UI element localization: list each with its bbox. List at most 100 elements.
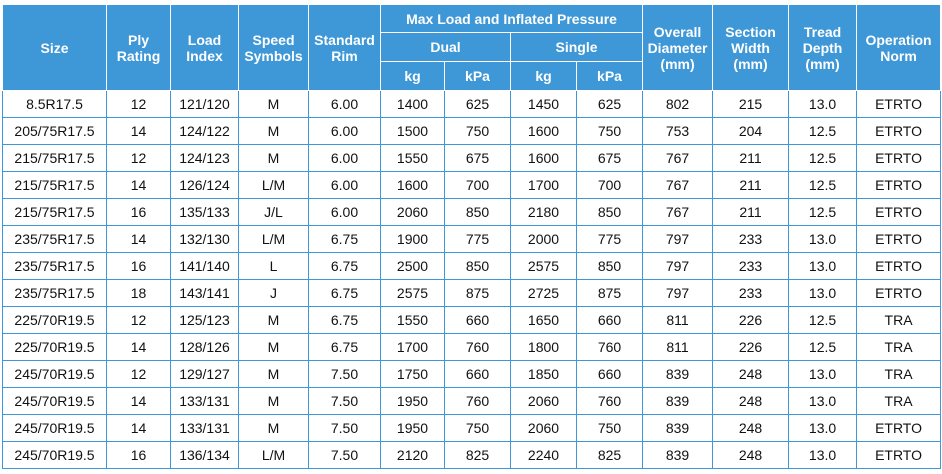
cell-size: 245/70R19.5: [2, 414, 107, 442]
cell-load-index: 126/124: [170, 171, 239, 199]
cell-ply-rating: 16: [106, 441, 171, 469]
cell-single-kpa: 660: [576, 306, 644, 334]
cell-single-kg: 2000: [510, 225, 577, 253]
cell-speed-symbols: L/M: [238, 171, 309, 199]
cell-dual-kg: 2500: [380, 252, 445, 280]
cell-load-index: 124/122: [170, 117, 239, 145]
cell-speed-symbols: J: [238, 279, 309, 307]
cell-ply-rating: 14: [106, 333, 171, 361]
table-row: 215/75R17.5 14 126/124 L/M 6.00 1600 700 1700 70…: [2, 171, 942, 199]
cell-operation-norm: ETRTO: [856, 414, 942, 442]
cell-single-kpa: 750: [576, 414, 644, 442]
cell-dual-kg: 2575: [380, 279, 445, 307]
cell-single-kg: 2575: [510, 252, 577, 280]
cell-dual-kg: 2120: [380, 441, 445, 469]
cell-ply-rating: 14: [106, 171, 171, 199]
cell-section-width: 233: [712, 252, 790, 280]
cell-speed-symbols: M: [238, 360, 309, 388]
table-row: 235/75R17.5 14 132/130 L/M 6.75 1900 775 2000 77…: [2, 225, 942, 253]
single-header: Single: [509, 32, 644, 62]
cell-overall-diameter: 767: [642, 171, 714, 199]
cell-tread-depth: 13.0: [788, 360, 858, 388]
cell-single-kpa: 875: [576, 279, 644, 307]
cell-standard-rim: 6.00: [308, 171, 381, 199]
cell-speed-symbols: L/M: [238, 225, 309, 253]
cell-single-kg: 2060: [510, 387, 577, 415]
cell-tread-depth: 12.5: [788, 333, 858, 361]
cell-overall-diameter: 753: [642, 117, 714, 145]
cell-speed-symbols: J/L: [238, 198, 309, 226]
cell-ply-rating: 12: [106, 144, 171, 172]
cell-tread-depth: 12.5: [788, 171, 858, 199]
cell-ply-rating: 12: [106, 360, 171, 388]
col-speed-symbols-header: Speed Symbols: [238, 4, 309, 91]
cell-standard-rim: 6.75: [308, 252, 381, 280]
cell-load-index: 121/120: [170, 90, 239, 118]
cell-single-kpa: 625: [576, 90, 644, 118]
cell-load-index: 136/134: [170, 441, 239, 469]
cell-size: 235/75R17.5: [2, 225, 107, 253]
cell-load-index: 143/141: [170, 279, 239, 307]
cell-speed-symbols: M: [238, 414, 309, 442]
cell-dual-kg: 1550: [380, 144, 445, 172]
cell-size: 225/70R19.5: [2, 333, 107, 361]
cell-single-kpa: 675: [576, 144, 644, 172]
cell-ply-rating: 14: [106, 414, 171, 442]
cell-dual-kpa: 760: [444, 333, 511, 361]
cell-section-width: 226: [712, 306, 790, 334]
cell-dual-kpa: 825: [444, 441, 511, 469]
cell-overall-diameter: 767: [642, 144, 714, 172]
cell-single-kg: 1650: [510, 306, 577, 334]
cell-load-index: 135/133: [170, 198, 239, 226]
table-row: 245/70R19.5 12 129/127 M 7.50 1750 660 1850 660 8…: [2, 360, 942, 388]
cell-load-index: 141/140: [170, 252, 239, 280]
cell-load-index: 129/127: [170, 360, 239, 388]
cell-operation-norm: ETRTO: [856, 171, 942, 199]
cell-dual-kpa: 675: [444, 144, 511, 172]
cell-operation-norm: TRA: [856, 387, 942, 415]
cell-single-kg: 1450: [510, 90, 577, 118]
cell-single-kg: 2180: [510, 198, 577, 226]
cell-ply-rating: 16: [106, 252, 171, 280]
cell-single-kpa: 825: [576, 441, 644, 469]
cell-load-index: 128/126: [170, 333, 239, 361]
table-row: 225/70R19.5 12 125/123 M 6.75 1550 660 1650 660 8…: [2, 306, 942, 334]
cell-speed-symbols: M: [238, 306, 309, 334]
cell-standard-rim: 6.00: [308, 198, 381, 226]
table-row: 215/75R17.5 16 135/133 J/L 6.00 2060 850 2180 85…: [2, 198, 942, 226]
cell-standard-rim: 7.50: [308, 441, 381, 469]
cell-standard-rim: 7.50: [308, 414, 381, 442]
cell-dual-kg: 1600: [380, 171, 445, 199]
cell-overall-diameter: 811: [642, 333, 714, 361]
cell-tread-depth: 12.5: [788, 144, 858, 172]
cell-load-index: 125/123: [170, 306, 239, 334]
cell-dual-kg: 1950: [380, 414, 445, 442]
cell-ply-rating: 14: [106, 117, 171, 145]
col-ply-rating-header: Ply Rating: [106, 4, 171, 91]
table-row: 215/75R17.5 12 124/123 M 6.00 1550 675 1600 675 7…: [2, 144, 942, 172]
cell-tread-depth: 12.5: [788, 198, 858, 226]
cell-dual-kg: 1400: [380, 90, 445, 118]
single-kg-header: kg: [510, 61, 577, 91]
dual-header: Dual: [380, 32, 511, 62]
cell-tread-depth: 13.0: [788, 279, 858, 307]
cell-overall-diameter: 767: [642, 198, 714, 226]
cell-speed-symbols: M: [238, 117, 309, 145]
cell-load-index: 133/131: [170, 414, 239, 442]
cell-section-width: 215: [712, 90, 790, 118]
cell-size: 245/70R19.5: [2, 441, 107, 469]
cell-speed-symbols: L/M: [238, 441, 309, 469]
table-row: 235/75R17.5 16 141/140 L 6.75 2500 850 2575 850 7…: [2, 252, 942, 280]
table-row: 245/70R19.5 14 133/131 M 7.50 1950 760 2060 760 8…: [2, 387, 942, 415]
cell-standard-rim: 6.75: [308, 225, 381, 253]
cell-dual-kpa: 750: [444, 414, 511, 442]
cell-single-kpa: 700: [576, 171, 644, 199]
col-operation-norm-header: Operation Norm: [856, 4, 942, 91]
cell-speed-symbols: M: [238, 387, 309, 415]
cell-dual-kg: 1500: [380, 117, 445, 145]
cell-size: 215/75R17.5: [2, 198, 107, 226]
cell-speed-symbols: M: [238, 90, 309, 118]
cell-operation-norm: TRA: [856, 360, 942, 388]
cell-operation-norm: TRA: [856, 333, 942, 361]
cell-single-kg: 2060: [510, 414, 577, 442]
